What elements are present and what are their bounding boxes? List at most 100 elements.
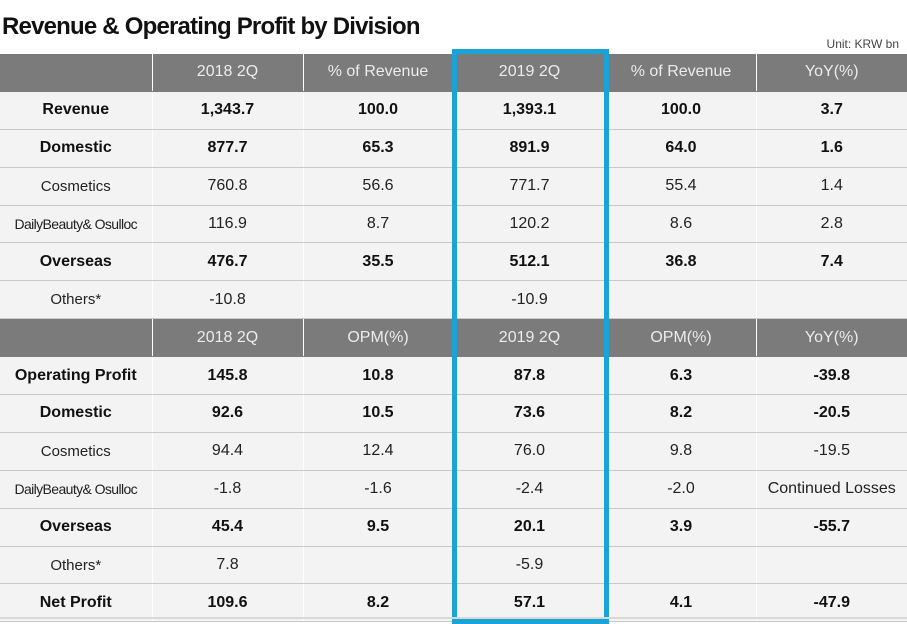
table-cell	[302, 280, 453, 320]
table-cell: 73.6	[452, 394, 606, 433]
table-cell: 120.2	[452, 205, 606, 244]
table-cell: -2.4	[452, 470, 606, 509]
table-cell: 891.9	[452, 129, 606, 168]
row-label: Domestic	[0, 129, 152, 168]
table-cell: -39.8	[755, 356, 907, 396]
table-cell: 116.9	[151, 205, 303, 244]
table-cell: 6.3	[605, 356, 756, 396]
table-cell: 36.8	[605, 242, 756, 282]
table-cell: 1,393.1	[452, 91, 606, 130]
table-cell: -10.8	[151, 280, 303, 320]
table-cell: 1.6	[755, 129, 907, 168]
division-table: 2018 2Q % of Revenue 2019 2Q % of Revenu…	[0, 54, 907, 623]
row-label: Cosmetics	[0, 432, 152, 471]
table-cell: 8.2	[302, 583, 453, 623]
row-label: Others*	[0, 546, 152, 585]
row-label: Overseas	[0, 242, 152, 282]
table-row: DailyBeauty& Osulloc -1.8 -1.6 -2.4 -2.0…	[0, 470, 907, 509]
table-cell: -47.9	[755, 583, 907, 623]
table-row: Net Profit 109.6 8.2 57.1 4.1 -47.9	[0, 583, 907, 623]
table-cell: 1,343.7	[151, 91, 303, 130]
table-cell: Continued Losses	[755, 470, 907, 509]
table-cell: 512.1	[452, 242, 606, 282]
header-cell: YoY(%)	[755, 54, 907, 92]
row-label: Operating Profit	[0, 356, 152, 396]
table-cell: 3.9	[605, 508, 756, 547]
table-cell: 55.4	[605, 167, 756, 206]
table-row: DailyBeauty& Osulloc 116.9 8.7 120.2 8.6…	[0, 205, 907, 244]
table-cell: 4.1	[605, 583, 756, 623]
table-cell: 2.8	[755, 205, 907, 244]
header-cell: OPM(%)	[605, 318, 756, 358]
table-cell: 9.5	[302, 508, 453, 547]
table-cell: -19.5	[755, 432, 907, 471]
table-cell: -1.8	[151, 470, 303, 509]
table-cell: 57.1	[452, 583, 606, 623]
table-cell: 100.0	[302, 91, 453, 130]
table-cell: 145.8	[151, 356, 303, 396]
row-label: Net Profit	[0, 583, 152, 623]
row-label: Revenue	[0, 91, 152, 130]
table-cell: -5.9	[452, 546, 606, 585]
table-cell: 10.8	[302, 356, 453, 396]
table-cell: 45.4	[151, 508, 303, 547]
table-cell: 92.6	[151, 394, 303, 433]
table-cell	[755, 280, 907, 320]
table-cell: 10.5	[302, 394, 453, 433]
table-cell: 12.4	[302, 432, 453, 471]
header-cell	[0, 54, 152, 92]
table-row: Overseas 45.4 9.5 20.1 3.9 -55.7	[0, 508, 907, 547]
table-cell: 476.7	[151, 242, 303, 282]
table-row: Revenue 1,343.7 100.0 1,393.1 100.0 3.7	[0, 91, 907, 130]
row-label: Others*	[0, 280, 152, 320]
table-cell	[605, 280, 756, 320]
table-cell: 760.8	[151, 167, 303, 206]
table-cell: -10.9	[452, 280, 606, 320]
table-cell: 771.7	[452, 167, 606, 206]
table-cell: -55.7	[755, 508, 907, 547]
table-cell: 87.8	[452, 356, 606, 396]
page-title: Revenue & Operating Profit by Division	[2, 13, 420, 40]
table-cell	[755, 546, 907, 585]
table-row: Overseas 476.7 35.5 512.1 36.8 7.4	[0, 242, 907, 282]
table-cell: 1.4	[755, 167, 907, 206]
header-cell: 2019 2Q	[452, 54, 606, 92]
table-cell: 94.4	[151, 432, 303, 471]
header-cell: % of Revenue	[605, 54, 756, 92]
row-label: Cosmetics	[0, 167, 152, 206]
table-cell: 877.7	[151, 129, 303, 168]
table-row: Operating Profit 145.8 10.8 87.8 6.3 -39…	[0, 356, 907, 396]
unit-label: Unit: KRW bn	[826, 37, 899, 51]
table-cell: 7.8	[151, 546, 303, 585]
table-row: Domestic 877.7 65.3 891.9 64.0 1.6	[0, 129, 907, 168]
table-cell: 64.0	[605, 129, 756, 168]
row-label: Overseas	[0, 508, 152, 547]
header-cell: 2018 2Q	[151, 318, 303, 358]
table-cell: 76.0	[452, 432, 606, 471]
table-cell: -2.0	[605, 470, 756, 509]
table-row: Domestic 92.6 10.5 73.6 8.2 -20.5	[0, 394, 907, 433]
row-label: DailyBeauty& Osulloc	[0, 470, 152, 509]
header-cell: 2019 2Q	[452, 318, 606, 358]
table-cell: 7.4	[755, 242, 907, 282]
table-row: Others* -10.8 -10.9	[0, 280, 907, 320]
table-cell: 8.7	[302, 205, 453, 244]
row-label: Domestic	[0, 394, 152, 433]
header-cell	[0, 318, 152, 358]
table-cell: 56.6	[302, 167, 453, 206]
table-cell: -20.5	[755, 394, 907, 433]
table-cell: 100.0	[605, 91, 756, 130]
row-label: DailyBeauty& Osulloc	[0, 205, 152, 244]
table-cell: 3.7	[755, 91, 907, 130]
table-row: Cosmetics 760.8 56.6 771.7 55.4 1.4	[0, 167, 907, 206]
table-cell	[605, 546, 756, 585]
table-cell: -1.6	[302, 470, 453, 509]
table-cell: 20.1	[452, 508, 606, 547]
profit-header-row: 2018 2Q OPM(%) 2019 2Q OPM(%) YoY(%)	[0, 318, 907, 358]
table-cell: 8.2	[605, 394, 756, 433]
table-cell: 8.6	[605, 205, 756, 244]
header-cell: OPM(%)	[302, 318, 453, 358]
revenue-header-row: 2018 2Q % of Revenue 2019 2Q % of Revenu…	[0, 54, 907, 92]
header-cell: 2018 2Q	[151, 54, 303, 92]
table-cell	[302, 546, 453, 585]
